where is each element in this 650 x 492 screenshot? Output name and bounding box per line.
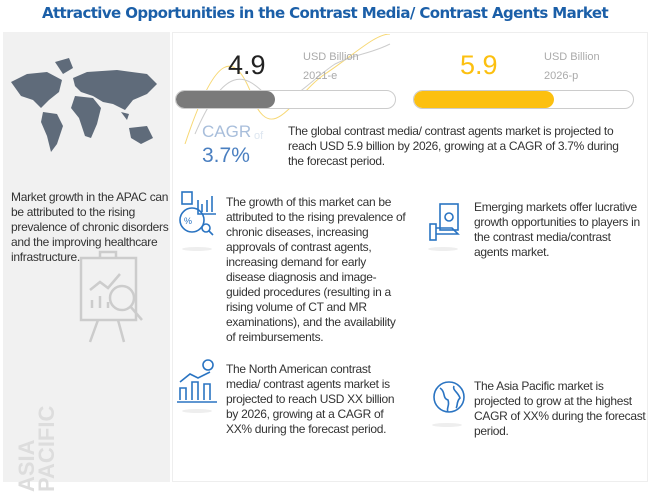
money-hand-icon xyxy=(428,202,464,251)
region-note: Market growth in the APAC can be attribu… xyxy=(11,190,169,264)
metric-2021-bar xyxy=(175,90,396,109)
analytics-icon: % xyxy=(176,190,218,251)
metric-2021-unit: USD Billion 2021-e xyxy=(303,51,359,82)
world-map-icon xyxy=(11,58,157,152)
region-label: ASIA PACIFIC xyxy=(14,405,59,492)
globe-icon xyxy=(432,380,466,427)
growth-chart-icon xyxy=(176,358,218,413)
metric-2026-bar xyxy=(413,90,634,109)
svg-text:%: % xyxy=(184,216,192,226)
metric-2026-value: 5.9 xyxy=(460,50,498,80)
metric-2026-bar-fill xyxy=(414,91,555,108)
insight-text: The North American contrast media/ contr… xyxy=(226,362,395,436)
main-panel xyxy=(172,32,648,482)
page-title: Attractive Opportunities in the Contrast… xyxy=(41,4,609,22)
cagr-label: CAGR xyxy=(202,122,252,141)
insight-text: Emerging markets offer lucrative growth … xyxy=(474,200,640,259)
metric-2026-unit: USD Billion 2026-p xyxy=(544,51,600,82)
metric-2021-value: 4.9 xyxy=(228,50,266,80)
cagr-value: 3.7% xyxy=(202,144,250,167)
cagr-of: of xyxy=(254,130,264,142)
insight-text: The Asia Pacific market is projected to … xyxy=(474,379,646,438)
region-panel: Market growth in the APAC can be attribu… xyxy=(3,32,170,492)
presentation-analysis-icon xyxy=(79,250,143,343)
metric-2021-bar-fill xyxy=(176,91,275,108)
insight-text: The growth of this market can be attribu… xyxy=(226,195,406,344)
market-summary: The global contrast media/ contrast agen… xyxy=(288,124,619,168)
